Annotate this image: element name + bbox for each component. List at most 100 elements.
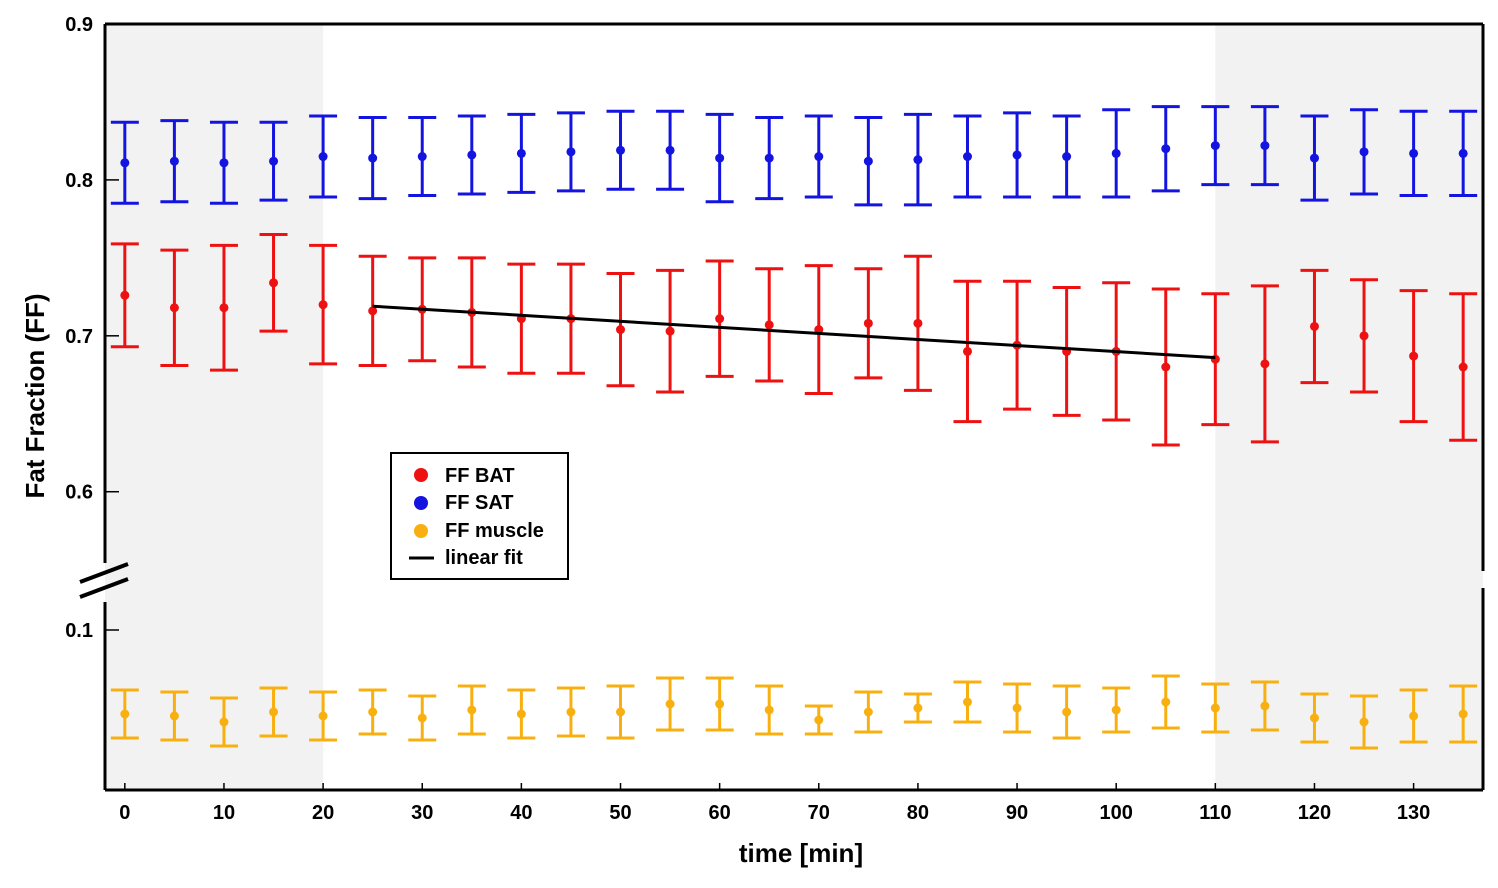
data-point (863, 707, 873, 717)
data-point (1062, 707, 1072, 717)
data-point (169, 303, 179, 313)
x-tick-label: 40 (510, 802, 532, 824)
legend-label-bat: FF BAT (445, 465, 515, 487)
data-point (913, 703, 923, 713)
data-point (1260, 359, 1270, 369)
data-point (863, 156, 873, 166)
data-point (913, 318, 923, 328)
series-ff-muscle (110, 674, 1478, 750)
x-axis-title: time [min] (739, 838, 863, 868)
x-tick-label: 130 (1397, 802, 1430, 824)
data-point (120, 709, 130, 719)
plot-frame (79, 22, 1485, 792)
data-point (616, 145, 626, 155)
legend-marker-muscle (414, 524, 428, 538)
x-tick-label: 60 (709, 802, 731, 824)
data-point (764, 320, 774, 330)
data-point (616, 325, 626, 335)
data-point (1309, 321, 1319, 331)
y-tick-label: 0.7 (65, 326, 93, 348)
data-point (962, 152, 972, 162)
data-point (1111, 148, 1121, 158)
y-tick-label: 0.9 (65, 14, 93, 36)
data-point (368, 707, 378, 717)
data-point (566, 707, 576, 717)
x-tick-label: 30 (411, 802, 433, 824)
x-tick-label: 110 (1199, 802, 1231, 824)
legend-label-muscle: FF muscle (445, 520, 544, 542)
data-point (1260, 701, 1270, 711)
data-point (269, 707, 279, 717)
legend-marker-bat (414, 468, 428, 482)
data-point (764, 153, 774, 163)
x-tick-labels: 0 10 20 30 40 50 60 70 80 90 100 110 120 130 (119, 802, 1430, 824)
shaded-region-0 (105, 24, 324, 790)
y-tick-label: 0.6 (65, 482, 93, 504)
data-point (318, 300, 328, 310)
data-point (368, 153, 378, 163)
data-point (715, 153, 725, 163)
data-point (665, 145, 675, 155)
legend-label-sat: FF SAT (445, 492, 514, 514)
data-point (665, 326, 675, 336)
data-point (1458, 148, 1468, 158)
y-axis-title: Fat Fraction (FF) (20, 293, 50, 498)
data-point (715, 699, 725, 709)
legend-marker-sat (414, 496, 428, 510)
data-point (120, 158, 130, 168)
x-tick-label: 0 (119, 802, 130, 824)
data-point (1458, 709, 1468, 719)
x-tick-label: 20 (312, 802, 334, 824)
linear-fit-line (372, 304, 1216, 360)
data-point (1260, 141, 1270, 151)
data-point (1012, 150, 1022, 160)
data-point (1111, 705, 1121, 715)
data-point (467, 705, 477, 715)
data-point (219, 158, 229, 168)
data-point (120, 290, 130, 300)
data-point (1161, 697, 1171, 707)
data-point (1309, 713, 1319, 723)
legend-label-fit: linear fit (445, 547, 523, 569)
y-tick-label: 0.8 (65, 170, 93, 192)
data-point (814, 715, 824, 725)
data-point (169, 711, 179, 721)
data-point (913, 155, 923, 165)
data-point (516, 709, 526, 719)
data-point (715, 314, 725, 324)
series-ff-sat (110, 105, 1478, 207)
data-point (318, 152, 328, 162)
x-tick-label: 100 (1100, 802, 1133, 824)
data-point (1309, 153, 1319, 163)
x-tick-label: 70 (808, 802, 830, 824)
data-point (368, 306, 378, 316)
data-point (1458, 362, 1468, 372)
data-point (318, 711, 328, 721)
axis-break-mark-lower (79, 577, 129, 599)
data-point (269, 278, 279, 288)
data-point (516, 148, 526, 158)
x-tick-label: 120 (1298, 802, 1331, 824)
series-layer (110, 105, 1478, 750)
data-point (616, 707, 626, 717)
data-point (665, 699, 675, 709)
data-point (962, 346, 972, 356)
data-point (1210, 141, 1220, 151)
data-point (814, 152, 824, 162)
data-point (863, 318, 873, 328)
y-tick-labels: 0.9 0.8 0.7 0.6 0.1 (65, 14, 93, 642)
data-point (417, 152, 427, 162)
x-tick-label: 10 (213, 802, 235, 824)
y-tick-label: 0.1 (65, 620, 93, 642)
data-point (467, 150, 477, 160)
data-point (764, 705, 774, 715)
data-point (417, 713, 427, 723)
data-point (1012, 703, 1022, 713)
data-point (169, 156, 179, 166)
data-point (219, 717, 229, 727)
background-layer (105, 24, 1483, 790)
fit-layer (372, 304, 1216, 360)
data-point (1062, 152, 1072, 162)
data-point (1210, 703, 1220, 713)
